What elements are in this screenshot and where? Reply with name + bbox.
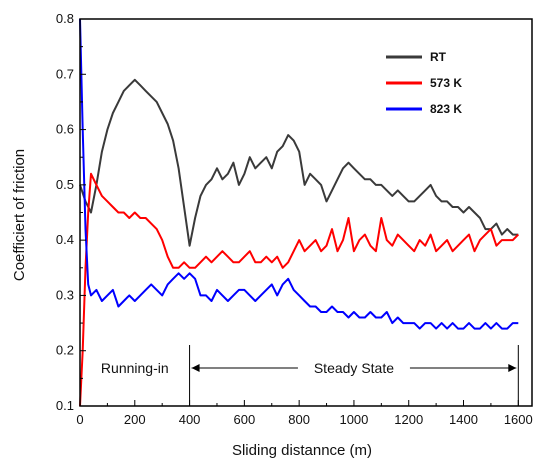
legend-label-1: 573 K (430, 76, 462, 90)
y-tick-label: 0.8 (56, 11, 74, 26)
series-line-2 (79, 18, 519, 330)
steady-state-label: Steady State (314, 360, 394, 376)
x-tick-label: 1000 (339, 412, 368, 427)
running-in-label: Running-in (101, 360, 169, 376)
series-line-0 (79, 78, 519, 247)
y-tick-label: 0.6 (56, 122, 74, 137)
series-line-1 (79, 172, 520, 407)
y-tick-label: 0.4 (56, 232, 74, 247)
x-tick-label: 1600 (504, 412, 533, 427)
series-layer (79, 18, 520, 407)
x-axis-label: Sliding distannce (m) (232, 442, 372, 459)
y-tick-label: 0.5 (56, 177, 74, 192)
y-tick-label: 0.3 (56, 287, 74, 302)
y-tick-label: 0.7 (56, 66, 74, 81)
x-tick-label: 1200 (394, 412, 423, 427)
y-axis-label: Coefficiert of friction (11, 149, 28, 281)
x-tick-label: 400 (179, 412, 201, 427)
x-tick-label: 200 (124, 412, 146, 427)
annotation-layer: Running-in Steady State (101, 345, 519, 406)
axes-layer: 0 200 400 600 800 1000 1200 1400 1600 0.1 0.2 0.3 0.… (56, 11, 533, 427)
x-tick-label: 800 (288, 412, 310, 427)
arrowhead-left-icon (191, 364, 200, 372)
y-tick-label: 0.2 (56, 343, 74, 358)
arrowhead-right-icon (508, 364, 517, 372)
x-tick-label: 600 (234, 412, 256, 427)
x-tick-label: 0 (76, 412, 83, 427)
y-tick-label: 0.1 (56, 398, 74, 413)
legend: RT 573 K 823 K (386, 50, 462, 116)
x-tick-label: 1400 (449, 412, 478, 427)
legend-label-2: 823 K (430, 102, 462, 116)
legend-label-0: RT (430, 50, 447, 64)
